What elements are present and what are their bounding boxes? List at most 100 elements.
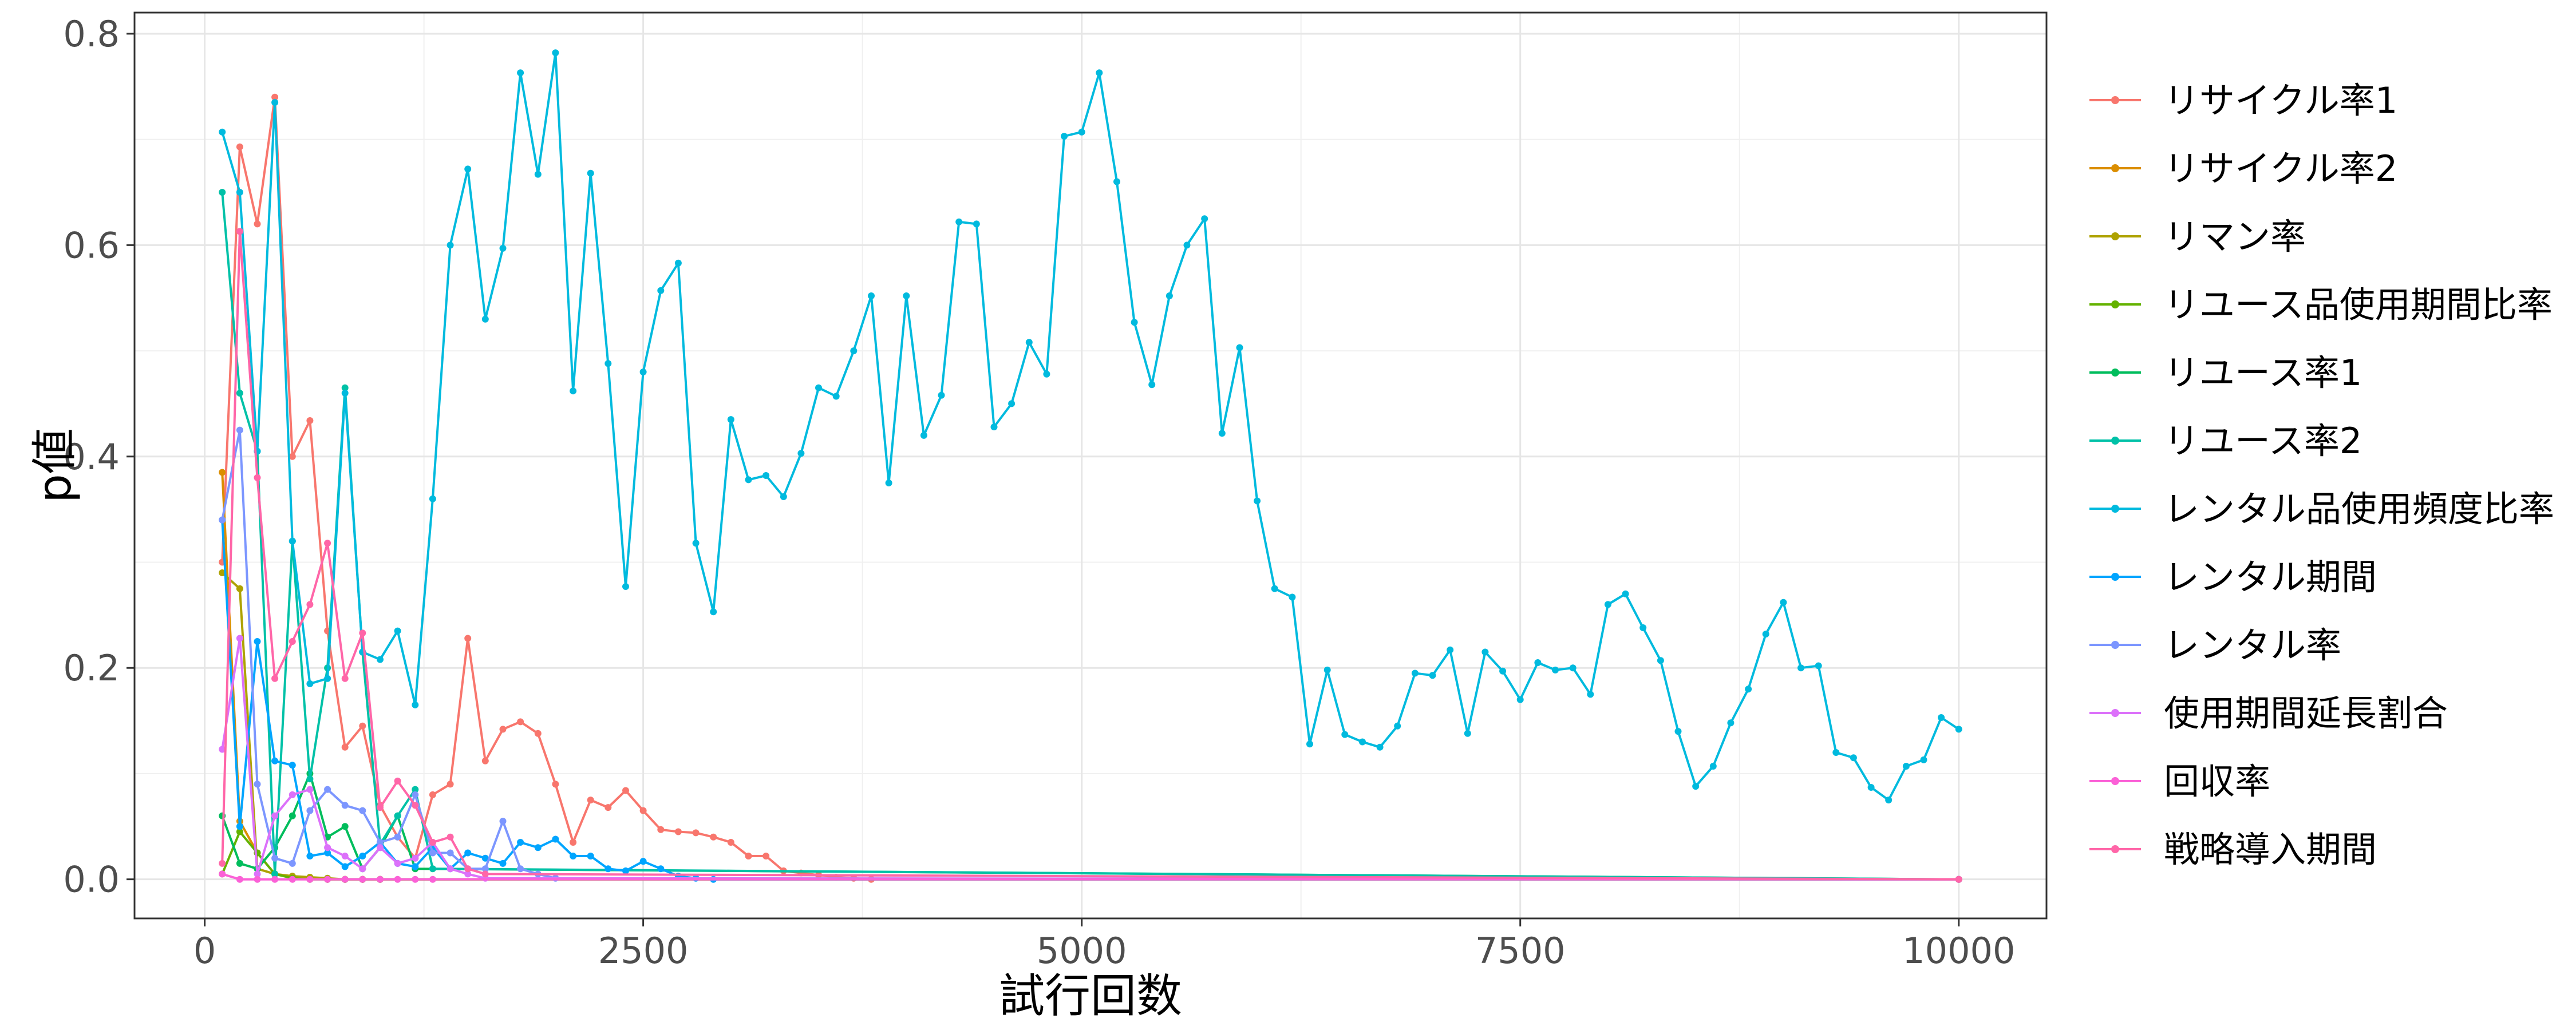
data-point (289, 876, 296, 883)
data-point (534, 844, 542, 851)
data-point (1043, 370, 1050, 378)
data-point (324, 675, 331, 682)
data-point (324, 849, 331, 857)
data-point (219, 189, 226, 196)
legend-label: リサイクル率1 (2164, 80, 2397, 121)
data-point (1236, 344, 1243, 351)
data-point (377, 839, 384, 846)
data-point (464, 865, 472, 873)
data-point (1289, 593, 1296, 601)
data-point (1481, 648, 1489, 656)
data-point (815, 384, 822, 391)
data-point (674, 828, 682, 835)
data-point (587, 853, 594, 859)
data-point (570, 387, 577, 395)
data-point (973, 220, 980, 228)
data-point (236, 390, 243, 397)
y-axis: 0.0 0.2 0.4 0.6 0.8 (63, 13, 135, 901)
data-point (429, 849, 436, 857)
legend-item: リユース率1 (2089, 352, 2362, 394)
data-point (920, 431, 927, 439)
data-point (289, 537, 296, 545)
data-point (622, 583, 629, 590)
data-point (692, 829, 700, 837)
series (219, 426, 1962, 883)
data-point (341, 743, 349, 751)
x-tick-label: 2500 (598, 930, 689, 972)
legend-item: 使用期間延長割合 (2089, 692, 2448, 734)
data-point (534, 171, 542, 178)
data-point (306, 876, 314, 883)
data-point (271, 93, 279, 101)
data-point (1464, 730, 1471, 737)
data-point (570, 853, 577, 859)
data-point (534, 730, 542, 737)
data-point (1534, 659, 1542, 666)
data-point (1622, 590, 1629, 597)
legend-label: レンタル期間 (2164, 556, 2377, 598)
data-point (236, 876, 243, 883)
legend-label: レンタル率 (2164, 624, 2341, 666)
data-point (429, 495, 436, 502)
legend-key-point (2111, 777, 2119, 785)
data-point (1709, 763, 1717, 770)
data-point (1639, 624, 1647, 631)
plot-panel (133, 11, 2048, 920)
y-tick-label: 0.4 (63, 436, 120, 478)
data-point (868, 292, 875, 299)
data-point (412, 863, 419, 870)
data-point (499, 726, 507, 733)
legend-key-point (2111, 164, 2119, 172)
x-axis: 0 2500 5000 7500 10000 (193, 918, 2015, 972)
data-point (254, 220, 261, 228)
x-tick-label: 7500 (1475, 930, 1566, 972)
data-point (762, 853, 770, 859)
data-point (605, 360, 612, 367)
data-point (832, 393, 840, 400)
data-point (219, 569, 226, 576)
legend-key-point (2111, 573, 2119, 581)
data-point (885, 480, 892, 486)
legend-label: 使用期間延長割合 (2164, 692, 2448, 734)
data-point (306, 786, 314, 793)
data-point (639, 858, 647, 865)
data-point (412, 802, 419, 809)
data-point (341, 876, 349, 883)
data-point (1376, 743, 1384, 751)
data-point (324, 844, 331, 851)
data-point (552, 835, 559, 843)
data-point (1113, 178, 1120, 185)
data-point (306, 807, 314, 814)
legend-key-point (2111, 300, 2119, 308)
data-point (657, 287, 665, 294)
legend-key-point (2111, 505, 2119, 513)
data-point (359, 722, 366, 730)
data-point (745, 853, 752, 859)
legend-label: レンタル品使用頻度比率 (2164, 488, 2554, 530)
data-point (359, 865, 366, 873)
legend-key-point (2111, 709, 2119, 717)
data-point (236, 859, 243, 867)
legend-key-point (2111, 96, 2119, 104)
data-point (1131, 319, 1138, 326)
data-point (674, 259, 682, 267)
data-point (1657, 657, 1664, 664)
data-point (219, 128, 226, 136)
data-point (622, 787, 629, 794)
data-point (289, 859, 296, 867)
data-point (1025, 339, 1033, 346)
data-point (1780, 599, 1787, 606)
x-tick-label: 10000 (1902, 930, 2015, 972)
data-point (938, 391, 945, 399)
data-point (797, 450, 805, 457)
data-point (1955, 726, 1962, 733)
data-point (271, 757, 279, 764)
data-point (271, 99, 279, 106)
legend-key-point (2111, 232, 2119, 240)
data-point (481, 854, 489, 862)
legend-item: リサイクル率1 (2089, 80, 2397, 121)
data-point (1745, 686, 1752, 693)
data-point (1061, 133, 1068, 140)
data-point (1271, 585, 1278, 592)
